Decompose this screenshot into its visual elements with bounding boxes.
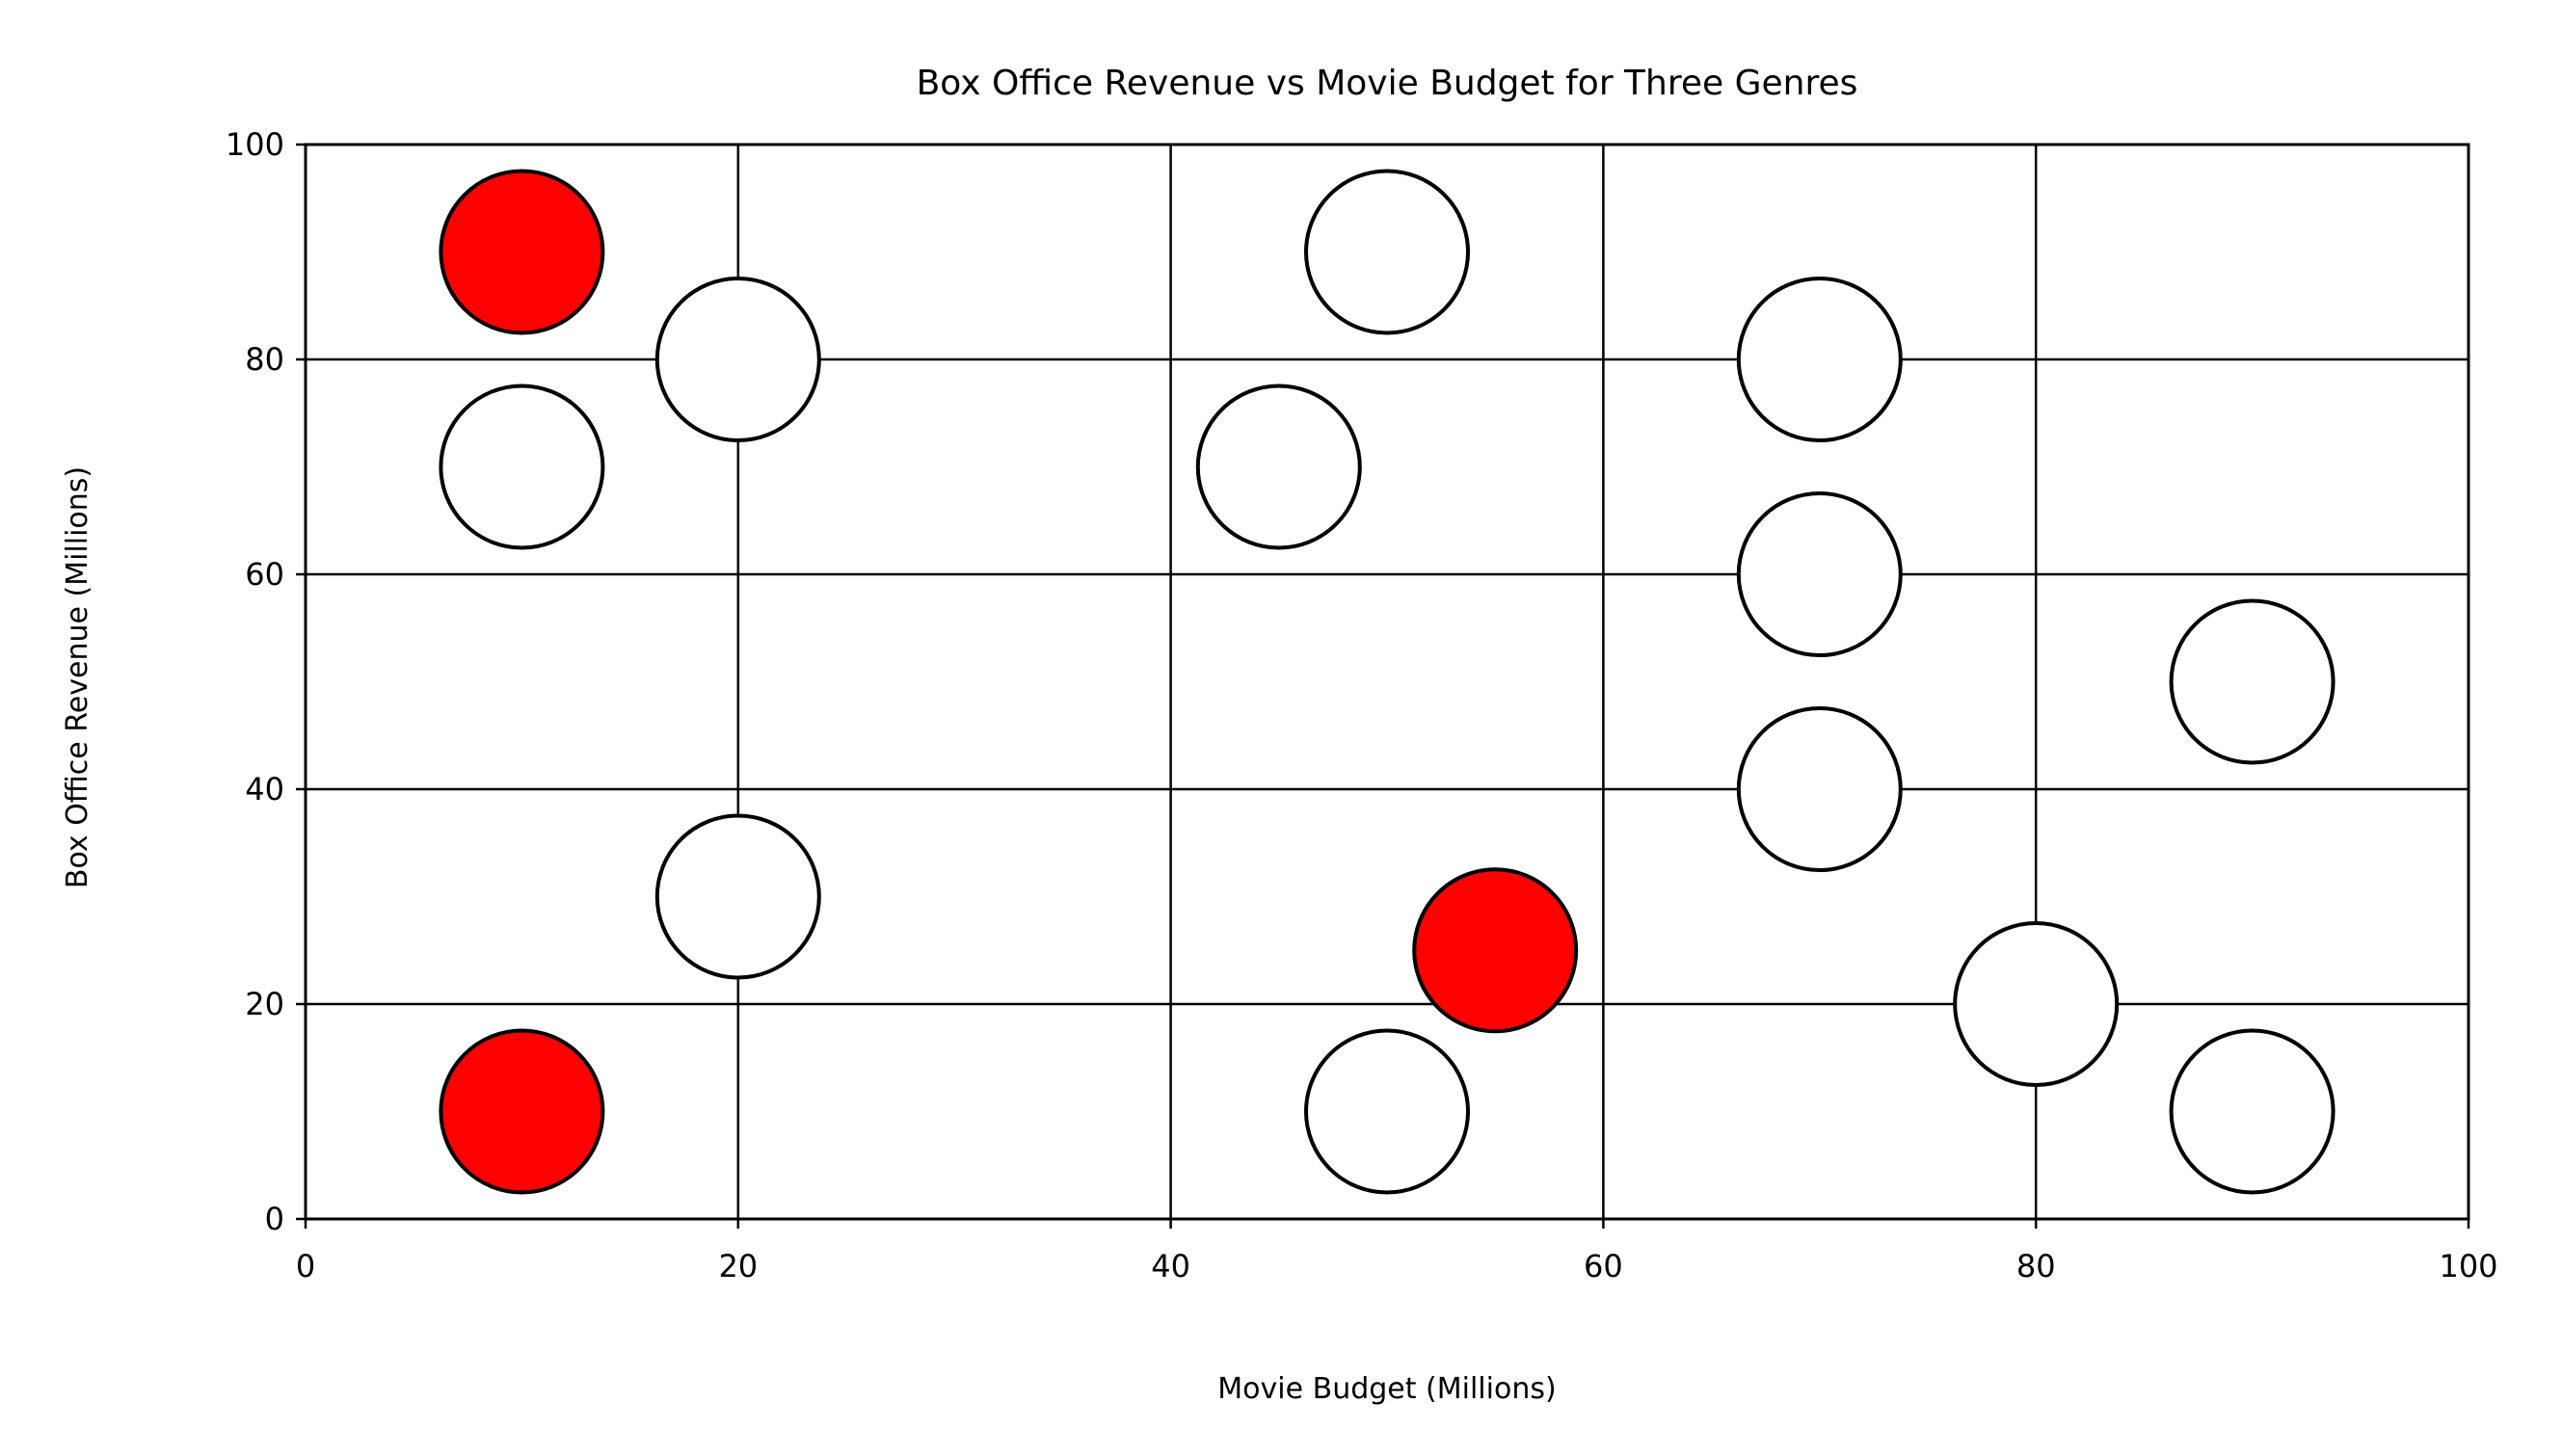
data-point (654, 277, 821, 442)
highlighted-data-point (1412, 867, 1579, 1034)
x-tick-label: 100 (2439, 1248, 2497, 1284)
y-tick-label: 0 (265, 1201, 284, 1237)
highlighted-data-point (439, 169, 605, 335)
y-axis-label: Box Office Revenue (Millions) (61, 466, 94, 888)
x-axis-label: Movie Budget (Millions) (1217, 1372, 1556, 1406)
data-point (1195, 384, 1362, 550)
data-point (2169, 1028, 2335, 1195)
data-point (1304, 169, 1470, 335)
data-point (1736, 706, 1903, 872)
data-point (2169, 598, 2335, 765)
highlighted-data-point (439, 1028, 605, 1195)
y-tick-label: 40 (245, 771, 284, 807)
data-point (439, 384, 605, 550)
x-tick-label: 20 (718, 1248, 758, 1284)
y-tick-label: 80 (245, 341, 284, 378)
data-points (439, 169, 2335, 1195)
chart-title: Box Office Revenue vs Movie Budget for T… (917, 64, 1858, 103)
data-point (1304, 1028, 1470, 1195)
x-tick-label: 0 (296, 1248, 315, 1284)
data-point (1736, 277, 1903, 442)
x-tick-label: 80 (2016, 1248, 2056, 1284)
data-point (654, 813, 821, 980)
data-point (1736, 491, 1903, 657)
data-point (1953, 921, 2120, 1087)
y-axis-ticks: 0 20 40 60 80 100 (226, 126, 306, 1237)
y-tick-label: 100 (226, 126, 284, 163)
y-tick-label: 60 (245, 556, 284, 593)
x-tick-label: 40 (1151, 1248, 1190, 1284)
x-tick-label: 60 (1584, 1248, 1623, 1284)
y-tick-label: 20 (245, 986, 284, 1022)
x-axis-ticks: 0 20 40 60 80 100 (296, 1219, 2498, 1284)
plot-frame (304, 143, 2470, 1221)
